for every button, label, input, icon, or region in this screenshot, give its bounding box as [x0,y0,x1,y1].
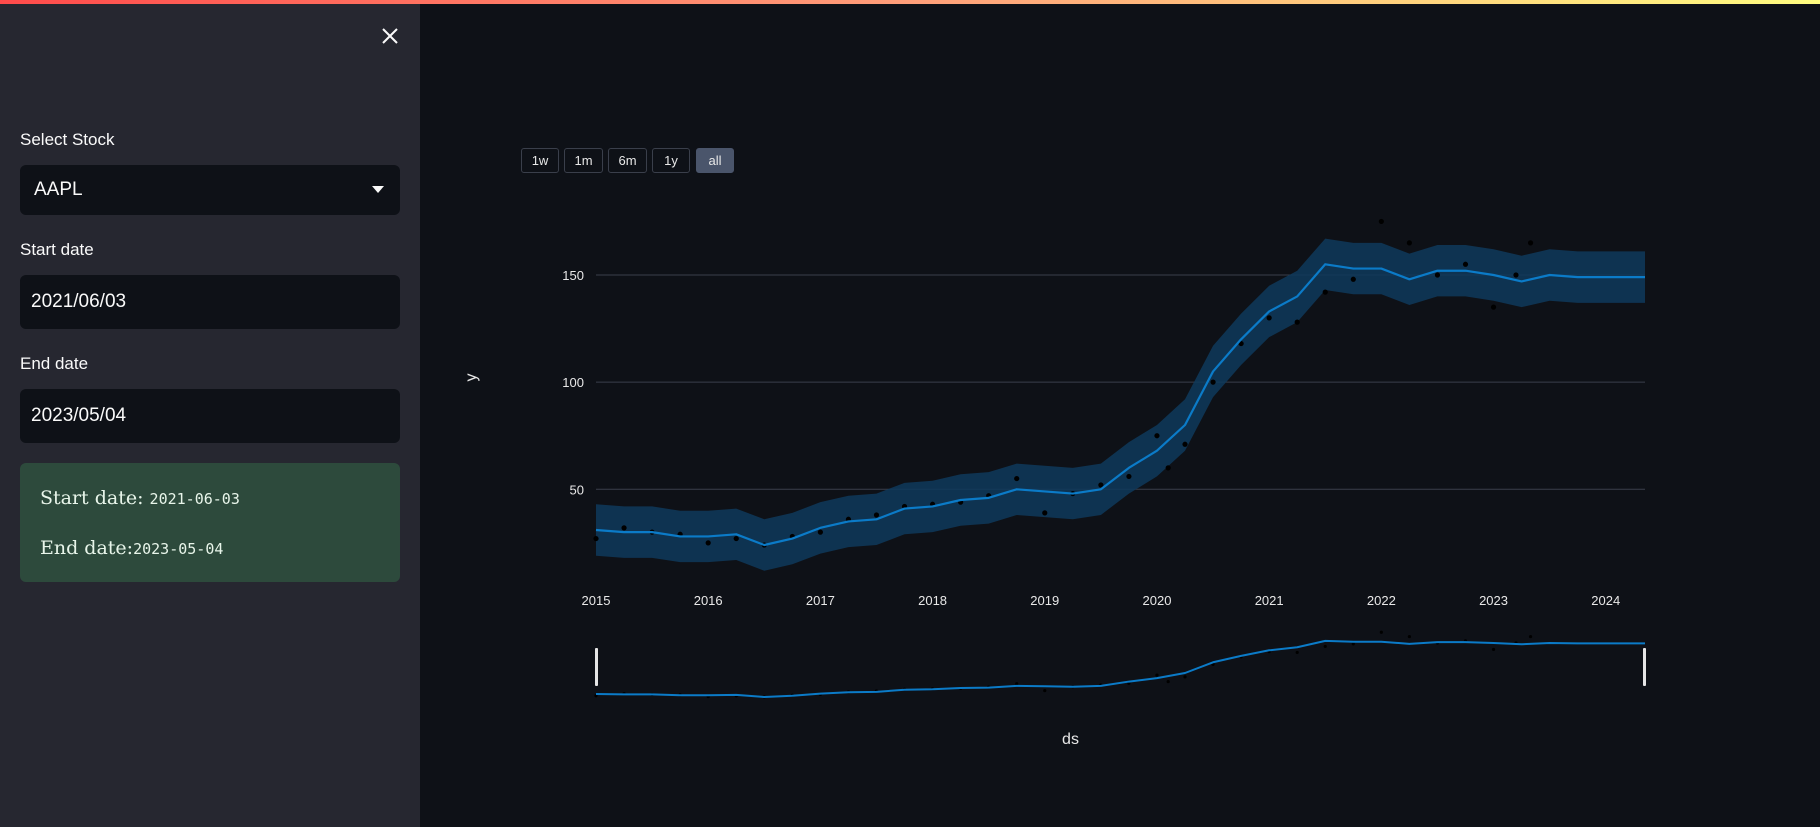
actual-point [1434,272,1441,278]
actual-point [1154,433,1160,439]
actual-point [873,512,880,518]
x-tick-label: 2019 [1030,593,1059,608]
select-stock-label: Select Stock [20,130,115,149]
y-tick-label: 150 [562,268,584,283]
slider-actual-point [1407,634,1411,639]
slider-left-handle[interactable] [595,648,598,686]
start-date-value: 2021/06/03 [31,291,127,312]
close-sidebar-button[interactable] [376,22,404,50]
actual-point [1490,304,1497,310]
actual-point [1182,441,1188,447]
slider-actual-point [1015,682,1019,686]
actual-point [1294,319,1300,325]
info-end-line: End date:2023-05-04 [40,537,223,559]
actual-point [1322,289,1328,295]
slider-forecast-line [595,639,1645,698]
y-tick-label: 100 [562,375,584,390]
info-start-line: Start date: 2021-06-03 [40,487,240,509]
start-date-label: Start date [20,240,94,259]
main-content: 1w 1m 6m 1y all 2015 2016 2017 2018 2019 2020… [420,0,1820,827]
end-date-input[interactable]: 2023/05/04 [20,389,400,443]
forecast-chart: 2015 2016 2017 2018 2019 2020 2021 2022 2023 2024… [463,218,1646,748]
actual-point [733,535,739,542]
actual-point [1462,261,1469,267]
x-tick-label: 2018 [918,593,947,608]
end-date-label: End date [20,354,89,373]
actual-point [1350,276,1356,282]
x-tick-label: 2017 [806,593,835,608]
uncertainty-band [596,238,1645,571]
x-tick-label: 2020 [1143,593,1172,608]
x-tick-label: 2021 [1255,593,1284,608]
info-end-prefix: End date: [40,537,134,559]
date-info-box: Start date: 2021-06-03 End date:2023-05-… [20,463,400,582]
start-date-input[interactable]: 2021/06/03 [20,275,400,329]
range-slider[interactable] [594,630,1646,699]
info-start-prefix: Start date: [40,487,150,509]
slider-actual-point [1379,630,1383,634]
actual-point [705,540,711,546]
range-button-all[interactable]: all [696,148,734,173]
range-button-6m[interactable]: 6m [608,148,647,173]
actual-point [1014,475,1020,482]
stock-select[interactable]: AAPL [20,165,400,215]
slider-actual-point [1351,642,1355,646]
actual-point [1042,510,1048,516]
actual-point [1165,465,1171,471]
actual-point [1378,218,1384,225]
info-start-code: 2021-06-03 [149,490,240,508]
slider-actual-point [1043,688,1047,693]
actual-point [1126,473,1132,480]
actual-point [1266,315,1272,321]
actual-point [1406,240,1412,246]
x-tick-label: 2023 [1479,593,1508,608]
range-button-1w[interactable]: 1w [521,148,559,173]
x-tick-label: 2024 [1591,593,1620,608]
chevron-down-icon [372,186,384,193]
slider-actual-point [1183,675,1187,679]
slider-actual-point [1528,634,1533,639]
slider-actual-point [1155,673,1159,677]
close-icon [382,28,398,44]
slider-actual-point [1491,647,1496,652]
actual-point [1527,240,1534,246]
stock-select-value: AAPL [34,179,83,200]
slider-actual-point [1323,644,1327,649]
actual-point [1210,379,1216,385]
x-tick-label: 2022 [1367,593,1396,608]
info-end-code: 2023-05-04 [133,540,224,558]
actual-point [817,529,823,535]
x-tick-label: 2016 [694,593,723,608]
sidebar: Select Stock AAPL Start date 2021/06/03 … [0,0,420,827]
slider-actual-point [1295,650,1299,655]
x-tick-label: 2015 [582,593,611,608]
top-accent-bar [0,0,1820,4]
actual-point [593,535,599,542]
actual-point [1513,272,1519,278]
end-date-value: 2023/05/04 [31,405,127,426]
actual-point [621,525,627,531]
x-axis-title: ds [1062,731,1079,748]
slider-actual-point [1166,679,1170,684]
forecast-line [595,263,1645,547]
range-button-1m[interactable]: 1m [564,148,603,173]
y-axis-title: y [463,374,480,382]
range-button-1y[interactable]: 1y [652,148,690,173]
y-tick-label: 50 [570,482,584,497]
actual-point [1098,482,1104,488]
slider-right-handle[interactable] [1643,648,1646,686]
